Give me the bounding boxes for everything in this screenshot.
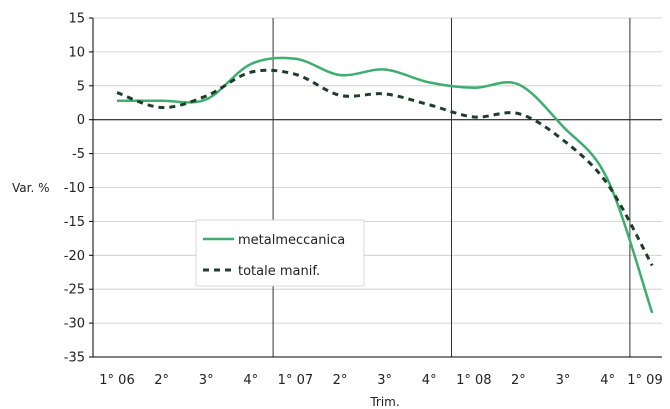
y-tick-label: 5	[77, 79, 85, 94]
x-tick-label: 2°	[333, 373, 348, 388]
axes	[92, 18, 662, 358]
y-tick-label: -30	[64, 317, 85, 332]
legend: metalmeccanica totale manif.	[195, 219, 365, 287]
y-tick-label: -20	[64, 249, 85, 264]
y-tick-label: -10	[64, 181, 85, 196]
y-axis-label: Var. %	[12, 181, 50, 195]
x-tick-label: 3°	[556, 373, 571, 388]
x-tick-label: 1° 08	[456, 373, 491, 388]
x-tick-label: 3°	[199, 373, 214, 388]
y-tick-labels: 15 10 5 0 -5 -10 -15 -20 -25 -30 -35	[64, 12, 85, 366]
x-tick-label: 1° 09	[627, 373, 662, 388]
y-tick-label: -5	[72, 147, 85, 162]
x-tick-label: 3°	[377, 373, 392, 388]
x-axis-label: Trim.	[369, 395, 399, 409]
series-line-metalmeccanica	[116, 56, 654, 314]
y-tick-label: -25	[64, 283, 85, 298]
series-lines	[116, 56, 654, 314]
y-tick-label: -35	[64, 351, 85, 366]
x-tick-label: 1° 07	[278, 373, 313, 388]
x-tick-label: 4°	[422, 373, 437, 388]
x-tick-label: 2°	[154, 373, 169, 388]
y-tick-label: 10	[68, 45, 85, 60]
legend-label-totale-manif: totale manif.	[238, 264, 320, 279]
series-line-totale-manif	[116, 68, 654, 267]
legend-label-metalmeccanica: metalmeccanica	[238, 233, 345, 248]
y-tick-label: 15	[68, 12, 85, 27]
year-separators	[272, 18, 631, 357]
x-tick-label: 1° 06	[99, 373, 134, 388]
x-tick-label: 4°	[243, 373, 258, 388]
x-tick-label: 4°	[600, 373, 615, 388]
x-tick-labels: 1° 06 2° 3° 4° 1° 07 2° 3° 4° 1° 08 2° 3° 4° 1° 09	[99, 373, 662, 388]
legend-box	[195, 219, 365, 287]
x-tick-label: 2°	[511, 373, 526, 388]
y-tick-label: -15	[64, 215, 85, 230]
y-tick-label: 0	[77, 113, 85, 128]
